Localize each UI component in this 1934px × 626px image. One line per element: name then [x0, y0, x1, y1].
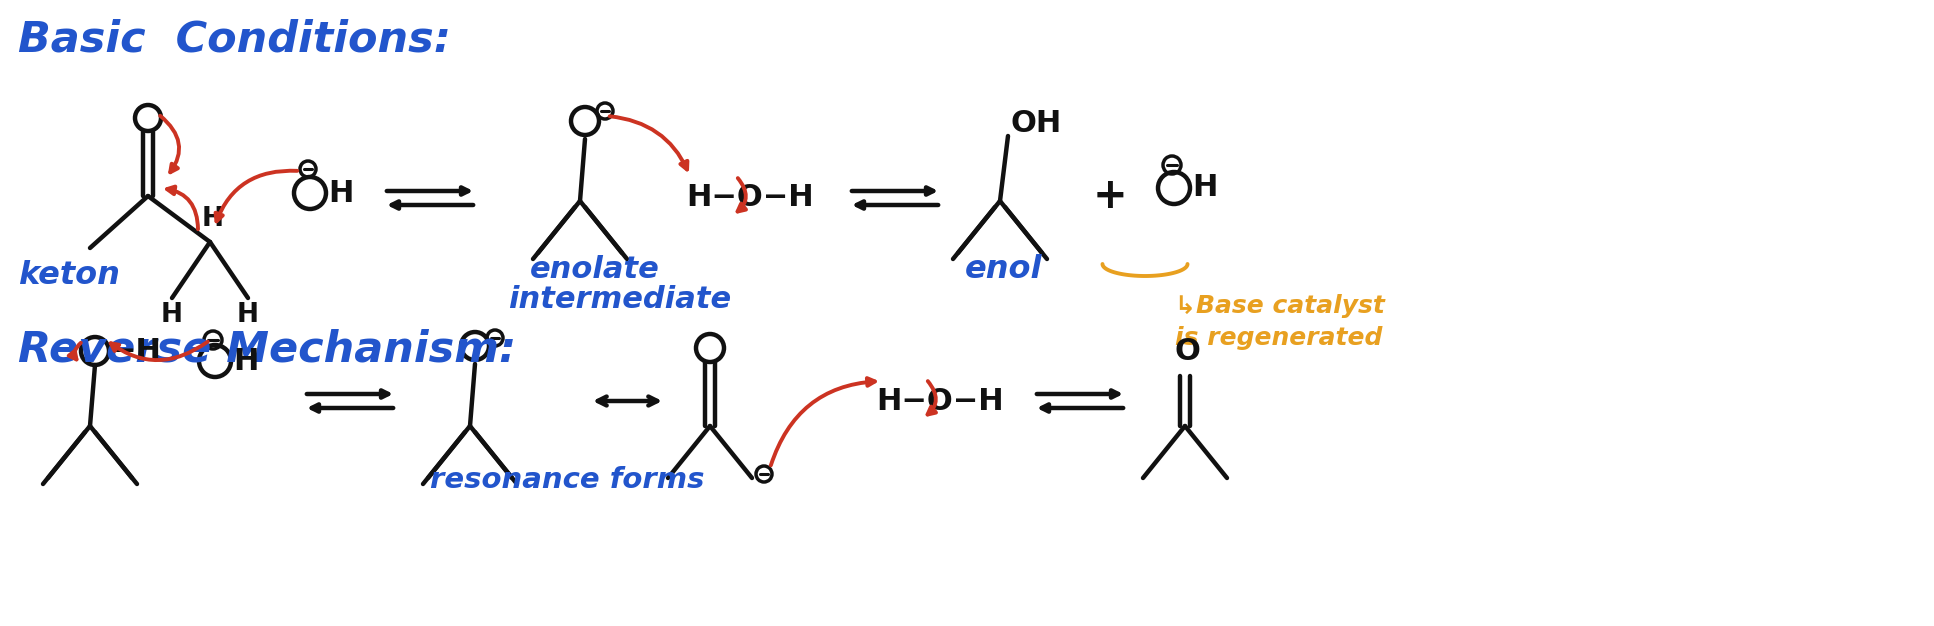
Text: enol: enol: [965, 254, 1042, 285]
Text: H−O−H: H−O−H: [876, 386, 1004, 416]
Text: H: H: [1191, 173, 1216, 202]
Text: +: +: [1093, 175, 1128, 217]
Text: H: H: [329, 178, 354, 207]
Text: resonance forms: resonance forms: [429, 466, 704, 494]
Text: Reverse Mechanism:: Reverse Mechanism:: [17, 328, 516, 370]
Text: H: H: [238, 302, 259, 328]
Text: Basic  Conditions:: Basic Conditions:: [17, 18, 451, 60]
Text: H: H: [161, 302, 184, 328]
Text: ↳Base catalyst: ↳Base catalyst: [1176, 294, 1385, 318]
Text: H−O−H: H−O−H: [687, 183, 814, 212]
Text: O: O: [1174, 337, 1199, 366]
Text: −H: −H: [110, 337, 162, 366]
Text: keton: keton: [17, 260, 120, 291]
Text: intermediate: intermediate: [509, 285, 731, 314]
Text: enolate: enolate: [530, 255, 659, 284]
Text: OH: OH: [1010, 108, 1062, 138]
Text: is regenerated: is regenerated: [1176, 326, 1383, 350]
Text: H: H: [232, 347, 259, 376]
Text: H: H: [201, 206, 224, 232]
